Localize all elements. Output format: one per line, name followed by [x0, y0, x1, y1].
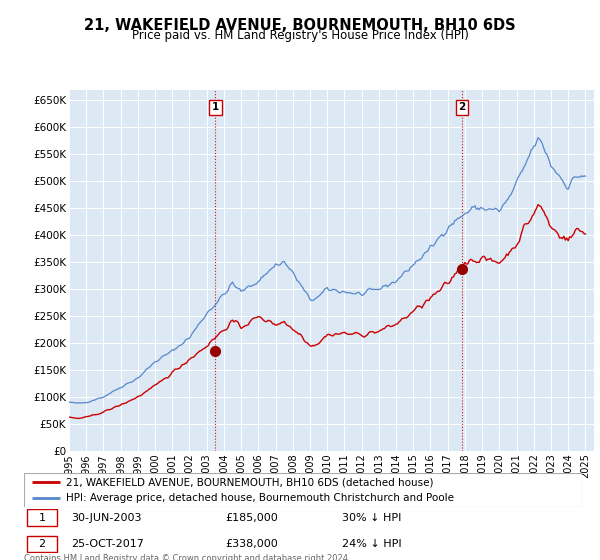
Text: 1: 1	[38, 513, 46, 523]
Text: 21, WAKEFIELD AVENUE, BOURNEMOUTH, BH10 6DS: 21, WAKEFIELD AVENUE, BOURNEMOUTH, BH10 …	[84, 18, 516, 33]
Text: 2: 2	[38, 539, 46, 549]
Text: 30-JUN-2003: 30-JUN-2003	[71, 513, 142, 523]
Text: 24% ↓ HPI: 24% ↓ HPI	[342, 539, 401, 549]
FancyBboxPatch shape	[27, 510, 58, 526]
Text: 30% ↓ HPI: 30% ↓ HPI	[342, 513, 401, 523]
Text: 25-OCT-2017: 25-OCT-2017	[71, 539, 145, 549]
FancyBboxPatch shape	[27, 536, 58, 552]
Text: 1: 1	[212, 102, 219, 112]
FancyBboxPatch shape	[24, 473, 582, 507]
Text: £338,000: £338,000	[225, 539, 278, 549]
Text: Price paid vs. HM Land Registry's House Price Index (HPI): Price paid vs. HM Land Registry's House …	[131, 29, 469, 42]
Text: Contains HM Land Registry data © Crown copyright and database right 2024.
This d: Contains HM Land Registry data © Crown c…	[24, 554, 350, 560]
Text: HPI: Average price, detached house, Bournemouth Christchurch and Poole: HPI: Average price, detached house, Bour…	[66, 493, 454, 503]
Text: £185,000: £185,000	[225, 513, 278, 523]
Text: 2: 2	[458, 102, 466, 112]
Text: 21, WAKEFIELD AVENUE, BOURNEMOUTH, BH10 6DS (detached house): 21, WAKEFIELD AVENUE, BOURNEMOUTH, BH10 …	[66, 477, 433, 487]
